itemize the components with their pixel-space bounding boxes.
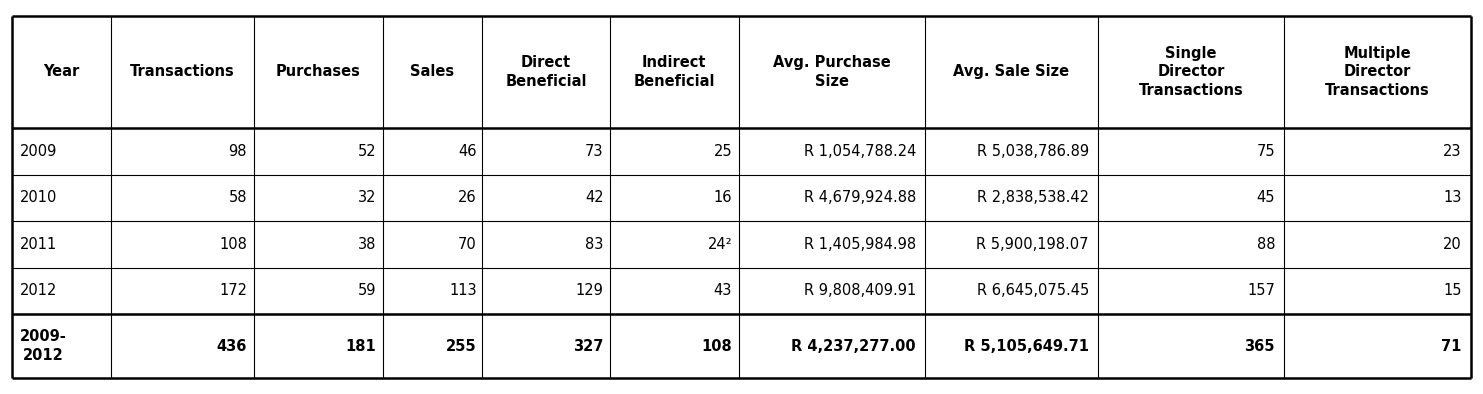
Text: Purchases: Purchases xyxy=(276,64,360,80)
Text: 2012: 2012 xyxy=(19,283,58,298)
Text: 52: 52 xyxy=(357,144,377,159)
Text: 20: 20 xyxy=(1443,237,1462,252)
Text: Single
Director
Transactions: Single Director Transactions xyxy=(1139,46,1243,98)
Text: R 6,645,075.45: R 6,645,075.45 xyxy=(977,283,1089,298)
Text: 2011: 2011 xyxy=(19,237,56,252)
Text: R 5,105,649.71: R 5,105,649.71 xyxy=(964,338,1089,354)
Text: 16: 16 xyxy=(713,190,733,205)
Text: R 5,038,786.89: R 5,038,786.89 xyxy=(977,144,1089,159)
Text: 73: 73 xyxy=(586,144,604,159)
Text: 2009-
2012: 2009- 2012 xyxy=(19,329,67,363)
Text: Direct
Beneficial: Direct Beneficial xyxy=(506,55,587,89)
Text: 13: 13 xyxy=(1443,190,1462,205)
Text: Sales: Sales xyxy=(411,64,454,80)
Text: 129: 129 xyxy=(575,283,604,298)
Text: Indirect
Beneficial: Indirect Beneficial xyxy=(633,55,715,89)
Text: 58: 58 xyxy=(228,190,248,205)
Text: 75: 75 xyxy=(1256,144,1275,159)
Text: 172: 172 xyxy=(219,283,248,298)
Text: R 5,900,198.07: R 5,900,198.07 xyxy=(976,237,1089,252)
Text: 45: 45 xyxy=(1256,190,1275,205)
Text: 436: 436 xyxy=(217,338,248,354)
Text: 70: 70 xyxy=(458,237,478,252)
Text: 59: 59 xyxy=(357,283,377,298)
Text: R 9,808,409.91: R 9,808,409.91 xyxy=(804,283,916,298)
Text: 2009: 2009 xyxy=(19,144,58,159)
Text: 46: 46 xyxy=(458,144,478,159)
Text: 327: 327 xyxy=(574,338,604,354)
Text: Transactions: Transactions xyxy=(131,64,234,80)
Text: 25: 25 xyxy=(713,144,733,159)
Text: R 2,838,538.42: R 2,838,538.42 xyxy=(977,190,1089,205)
Text: 113: 113 xyxy=(449,283,478,298)
Text: R 4,237,277.00: R 4,237,277.00 xyxy=(792,338,916,354)
Text: 88: 88 xyxy=(1256,237,1275,252)
Text: Multiple
Director
Transactions: Multiple Director Transactions xyxy=(1326,46,1430,98)
Text: Avg. Purchase
Size: Avg. Purchase Size xyxy=(773,55,891,89)
Text: Avg. Sale Size: Avg. Sale Size xyxy=(954,64,1069,80)
Text: 24²: 24² xyxy=(707,237,733,252)
Text: 157: 157 xyxy=(1247,283,1275,298)
Text: 98: 98 xyxy=(228,144,248,159)
Text: 26: 26 xyxy=(458,190,478,205)
Text: 38: 38 xyxy=(357,237,377,252)
Text: Year: Year xyxy=(43,64,80,80)
Text: 365: 365 xyxy=(1244,338,1275,354)
Text: 42: 42 xyxy=(586,190,604,205)
Text: R 1,054,788.24: R 1,054,788.24 xyxy=(804,144,916,159)
Text: 23: 23 xyxy=(1443,144,1462,159)
Text: 32: 32 xyxy=(357,190,377,205)
Text: 108: 108 xyxy=(219,237,248,252)
Text: R 4,679,924.88: R 4,679,924.88 xyxy=(804,190,916,205)
Text: 71: 71 xyxy=(1441,338,1462,354)
Text: 43: 43 xyxy=(713,283,733,298)
Text: 181: 181 xyxy=(346,338,377,354)
Text: 255: 255 xyxy=(446,338,478,354)
Text: 83: 83 xyxy=(586,237,604,252)
Text: 15: 15 xyxy=(1443,283,1462,298)
Text: 2010: 2010 xyxy=(19,190,58,205)
Text: 108: 108 xyxy=(701,338,733,354)
Text: R 1,405,984.98: R 1,405,984.98 xyxy=(804,237,916,252)
